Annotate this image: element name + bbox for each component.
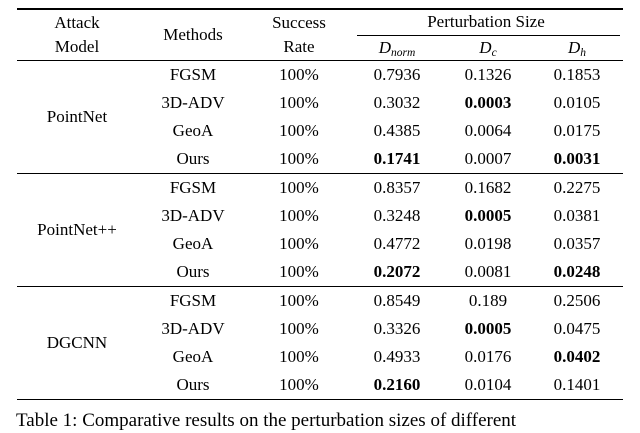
cell-d-h: 0.2275 [553,178,601,197]
cell-d-h: 0.0175 [553,121,601,140]
cell-success-rate: 100% [279,234,319,253]
col-header-d-norm: Dnorm [349,36,445,61]
cell-d-c: 0.0003 [464,93,512,112]
d-h-subscript: h [580,46,586,59]
cell-d-norm: 0.7936 [373,65,421,84]
d-c-subscript: c [491,46,497,59]
col-header-methods: Methods [163,25,223,44]
cell-d-h: 0.0475 [553,319,601,338]
cell-d-norm: 0.8549 [373,291,421,310]
cell-d-h: 0.0105 [553,93,601,112]
table-row: 3D-ADV 100% 0.3326 0.0005 0.0475 [17,315,623,343]
table-row: GeoA 100% 0.4933 0.0176 0.0402 [17,343,623,371]
table-caption: Table 1: Comparative results on the pert… [16,410,517,431]
table-row: Ours 100% 0.2160 0.0104 0.1401 [17,371,623,400]
cell-success-rate: 100% [279,121,319,140]
cell-d-h: 0.0248 [553,262,601,281]
script-d-symbol: D [479,37,492,57]
script-d-symbol: D [567,37,581,57]
table-row: GeoA 100% 0.4385 0.0064 0.0175 [17,117,623,145]
cell-d-norm: 0.3248 [373,206,421,225]
cell-method: 3D-ADV [161,319,225,338]
d-norm-subscript: norm [390,46,416,59]
attack-model-name: PointNet [46,107,108,126]
cell-d-norm: 0.3326 [373,319,421,338]
table-row: Ours 100% 0.2072 0.0081 0.0248 [17,258,623,287]
cell-d-h: 0.1853 [553,65,601,84]
cell-d-norm: 0.4933 [373,347,421,366]
attack-model-name: PointNet++ [37,220,117,239]
cell-method: Ours [176,149,210,168]
cell-success-rate: 100% [279,375,319,394]
cell-d-h: 0.0381 [553,206,601,225]
cell-d-norm: 0.2160 [373,375,421,394]
cell-method: FGSM [169,178,217,197]
col-header-d-c: Dc [445,36,531,61]
cell-success-rate: 100% [279,93,319,112]
cell-success-rate: 100% [279,65,319,84]
cell-method: 3D-ADV [161,206,225,225]
cell-success-rate: 100% [279,262,319,281]
cell-d-h: 0.0357 [553,234,601,253]
cell-d-c: 0.0198 [464,234,512,253]
table-row: 3D-ADV 100% 0.3248 0.0005 0.0381 [17,202,623,230]
cell-d-norm: 0.4385 [373,121,421,140]
table-row: 3D-ADV 100% 0.3032 0.0003 0.0105 [17,89,623,117]
cell-d-norm: 0.1741 [373,149,421,168]
cell-d-c: 0.0005 [464,206,512,225]
table-row: Ours 100% 0.1741 0.0007 0.0031 [17,145,623,174]
cell-d-c: 0.0005 [464,319,512,338]
cell-d-c: 0.0176 [464,347,512,366]
cell-success-rate: 100% [279,206,319,225]
col-header-d-h: Dh [531,36,623,61]
cell-success-rate: 100% [279,347,319,366]
cell-d-c: 0.1326 [464,65,512,84]
cell-success-rate: 100% [279,291,319,310]
cell-method: Ours [176,262,210,281]
cell-d-norm: 0.8357 [373,178,421,197]
cell-d-c: 0.0104 [464,375,512,394]
cell-d-h: 0.2506 [553,291,601,310]
col-header-success-rate: Success Rate [272,13,326,56]
group-pointnet-plus-plus: PointNet++ FGSM 100% 0.8357 0.1682 0.227… [16,174,623,287]
cell-method: FGSM [169,65,217,84]
table-row: DGCNN FGSM 100% 0.8549 0.189 0.2506 [17,287,623,352]
cell-method: 3D-ADV [161,93,225,112]
cell-success-rate: 100% [279,149,319,168]
cell-d-h: 0.0031 [553,149,601,168]
table-row: PointNet++ FGSM 100% 0.8357 0.1682 0.227… [17,174,623,239]
cell-method: Ours [176,375,210,394]
cell-d-c: 0.0064 [464,121,512,140]
results-table: Attack Model Methods Success Rate Pertur… [16,8,623,400]
col-header-attack-model: Attack Model [54,13,100,56]
cell-method: FGSM [169,291,217,310]
cell-d-c: 0.189 [468,291,508,310]
table-row: PointNet FGSM 100% 0.7936 0.1326 0.1853 [17,61,623,126]
table-header: Attack Model Methods Success Rate Pertur… [16,9,623,61]
cell-success-rate: 100% [279,319,319,338]
cell-d-norm: 0.3032 [373,93,421,112]
cell-method: GeoA [172,234,214,253]
cell-method: GeoA [172,121,214,140]
cell-d-c: 0.1682 [464,178,512,197]
attack-model-name: DGCNN [46,333,108,352]
group-pointnet: PointNet FGSM 100% 0.7936 0.1326 0.1853 … [16,61,623,174]
cell-d-norm: 0.4772 [373,234,421,253]
cell-method: GeoA [172,347,214,366]
cell-d-norm: 0.2072 [373,262,421,281]
cell-d-c: 0.0081 [464,262,512,281]
script-d-symbol: D [378,37,391,57]
col-header-perturbation-size: Perturbation Size [349,9,623,36]
group-dgcnn: DGCNN FGSM 100% 0.8549 0.189 0.2506 3D-A… [16,287,623,400]
table-row: GeoA 100% 0.4772 0.0198 0.0357 [17,230,623,258]
cell-d-h: 0.0402 [553,347,601,366]
cell-d-h: 0.1401 [553,375,601,394]
cell-success-rate: 100% [279,178,319,197]
cell-d-c: 0.0007 [464,149,512,168]
